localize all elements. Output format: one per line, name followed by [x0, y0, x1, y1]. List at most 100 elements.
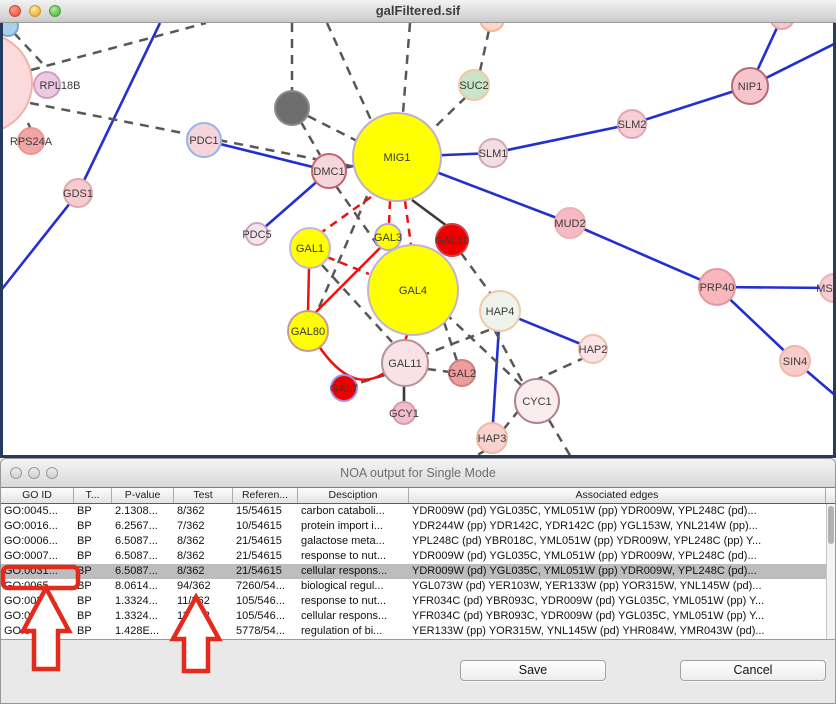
cell: BP [77, 625, 92, 637]
node-label-GAL2: GAL2 [448, 368, 476, 380]
node-big-pink[interactable] [0, 33, 33, 133]
edge[interactable] [326, 255, 370, 276]
node-label-RPS24A: RPS24A [10, 136, 53, 148]
node-HAP4[interactable] [479, 290, 521, 332]
minimize-button-inactive[interactable] [28, 467, 40, 479]
table-row[interactable]: GO:0050... BP 1.428E... 80/362 5778/54... reg… [1, 624, 835, 639]
node-top-peach[interactable] [479, 23, 505, 32]
node-PDC5[interactable] [245, 222, 269, 246]
edge[interactable] [459, 252, 493, 295]
edge[interactable] [321, 195, 372, 234]
node-SLM2[interactable] [617, 109, 647, 139]
column-header-p-value[interactable]: P-value [112, 488, 174, 503]
noa-titlebar[interactable]: NOA output for Single Mode [1, 459, 835, 488]
node-HAP3[interactable] [476, 422, 508, 454]
node-SUC2[interactable] [458, 69, 490, 101]
node-GDS1[interactable] [63, 178, 93, 208]
node-unnamed-gray[interactable] [274, 90, 310, 126]
node-GAL11[interactable] [381, 339, 429, 387]
table-scrollbar[interactable] [826, 504, 835, 639]
node-GAL4[interactable] [367, 244, 459, 336]
minimize-button[interactable] [29, 5, 41, 17]
edge[interactable] [299, 121, 322, 156]
zoom-button-inactive[interactable] [46, 467, 58, 479]
node-CYC1[interactable] [514, 378, 560, 424]
node-GAL1[interactable] [289, 227, 331, 269]
table-row[interactable]: GO:0031... BP 6.5087... 8/362 21/54615 cellul… [1, 564, 835, 579]
cell: 1.428E... [115, 625, 160, 637]
node-SIN4[interactable] [779, 345, 811, 377]
column-header-desciption[interactable]: Desciption [298, 488, 409, 503]
node-MIG1[interactable] [352, 112, 442, 202]
cell: 6.2567... [115, 520, 158, 532]
graph-window-titlebar[interactable]: galFiltered.sif [0, 0, 836, 23]
node-PRP40[interactable] [698, 268, 736, 306]
table-row[interactable]: GO:0016... BP 6.2567... 7/362 10/54615 protei… [1, 519, 835, 534]
edge[interactable] [387, 200, 392, 225]
column-header-go-id[interactable]: GO ID [1, 488, 74, 503]
edge[interactable] [502, 409, 520, 431]
node-DMC1[interactable] [311, 153, 347, 189]
edge[interactable] [396, 84, 751, 159]
cell: GO:0016... [4, 520, 58, 532]
edge[interactable] [13, 32, 43, 64]
edge[interactable] [396, 155, 835, 290]
save-button[interactable]: Save [460, 660, 606, 681]
table-row[interactable]: GO:0006... BP 6.5087... 8/362 21/54615 galact… [1, 534, 835, 549]
cell: response to nut... [301, 595, 386, 607]
cancel-button[interactable]: Cancel [680, 660, 826, 681]
table-row[interactable]: GO:0065... BP 8.0614... 94/362 7260/54... bio… [1, 579, 835, 594]
node-RPS24A[interactable] [17, 127, 45, 155]
node-HAP2[interactable] [578, 334, 608, 364]
edge[interactable] [432, 96, 467, 130]
edge[interactable] [403, 200, 413, 246]
edge[interactable] [478, 29, 491, 72]
edge[interactable] [547, 419, 573, 458]
cell: 10/54615 [236, 520, 282, 532]
close-button[interactable] [9, 5, 21, 17]
network-canvas[interactable]: RPL18B RPS24A GDS1 PDC1 DMC1 MIG1 SUC2 SLM1 SLM2… [0, 23, 836, 459]
edge[interactable] [444, 312, 522, 386]
edge[interactable] [307, 114, 360, 144]
noa-table: GO ID T... P-value Test Referen... Desciption… [1, 487, 835, 640]
table-row[interactable]: GO:0007... BP 6.5087... 8/362 21/54615 respon… [1, 549, 835, 564]
close-button-inactive[interactable] [10, 467, 22, 479]
node-GAL7[interactable] [330, 374, 358, 402]
node-NIP1[interactable] [731, 67, 769, 105]
edge[interactable] [316, 344, 385, 381]
node-GAL10[interactable] [435, 223, 469, 257]
node-MUD2[interactable] [554, 207, 586, 239]
edge[interactable] [401, 23, 412, 114]
table-row[interactable]: GO:0031... BP 1.3324... 11/362 105/546... cel… [1, 609, 835, 624]
cell: 8/362 [177, 535, 205, 547]
edge[interactable] [314, 246, 382, 314]
edge[interactable] [30, 23, 207, 72]
node-GCY1[interactable] [392, 401, 416, 425]
column-header-test[interactable]: Test [174, 488, 233, 503]
edge[interactable] [425, 328, 490, 356]
edge[interactable] [716, 286, 836, 397]
edge[interactable] [306, 267, 311, 312]
node-SLM1[interactable] [478, 138, 508, 168]
edge[interactable] [442, 321, 459, 362]
column-header-t[interactable]: T... [74, 488, 112, 503]
zoom-button[interactable] [49, 5, 61, 17]
scrollbar-thumb[interactable] [828, 506, 834, 544]
node-PDC1[interactable] [186, 122, 222, 158]
edge[interactable] [325, 23, 373, 121]
column-header-referen[interactable]: Referen... [233, 488, 298, 503]
edge[interactable] [490, 310, 502, 439]
edge[interactable] [411, 198, 448, 228]
column-header-associated-edges[interactable]: Associated edges [409, 488, 826, 503]
table-row[interactable]: GO:0031... BP 1.3324... 11/362 105/546... res… [1, 594, 835, 609]
edge[interactable] [321, 264, 393, 343]
node-RPL18B[interactable] [33, 71, 61, 99]
node-topright-pink[interactable] [770, 23, 794, 30]
node-GAL3[interactable] [374, 223, 402, 251]
node-GAL80[interactable] [287, 310, 329, 352]
edge[interactable] [426, 367, 451, 374]
node-corner[interactable] [0, 23, 19, 37]
node-GAL2[interactable] [448, 359, 476, 387]
edge[interactable] [315, 195, 369, 313]
table-row[interactable]: GO:0045... BP 2.1308... 8/362 15/54615 carbon… [1, 504, 835, 519]
